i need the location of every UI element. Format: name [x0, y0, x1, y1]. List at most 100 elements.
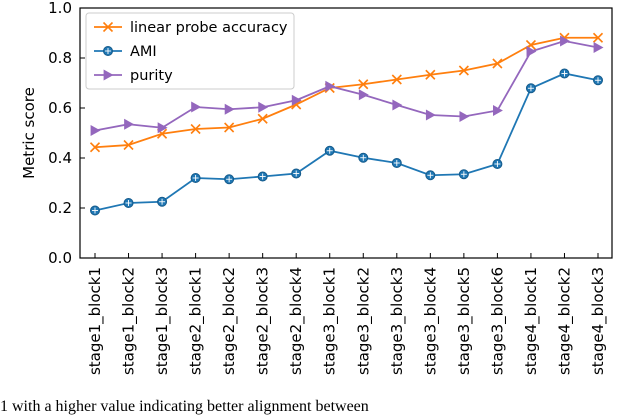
circle-marker	[593, 75, 603, 86]
x-marker	[592, 32, 604, 43]
x-marker	[425, 69, 436, 80]
legend-entry: purity	[94, 68, 173, 84]
x-tick-label: stage3_block2	[354, 267, 373, 375]
x-marker-stroke	[224, 122, 235, 133]
x-tick-label: stage3_block4	[421, 267, 440, 375]
x-tick-label: stage1_block1	[86, 267, 105, 375]
circle-marker	[123, 198, 134, 208]
x-tick-label: stage3_block1	[321, 267, 340, 375]
plot-frame	[79, 7, 613, 259]
circle-marker	[525, 83, 536, 94]
legend-box	[85, 12, 295, 90]
x-marker-stroke	[358, 79, 369, 90]
x-marker	[190, 123, 201, 135]
x-marker-stroke	[102, 21, 114, 33]
triangle-marker	[124, 118, 135, 130]
x-marker-stroke	[492, 58, 503, 69]
legend-label: AMI	[130, 44, 157, 60]
y-axis-label: Metric score	[20, 87, 38, 179]
triangle-marker	[459, 111, 470, 122]
x-marker	[458, 65, 469, 76]
y-tick-label: 0.6	[48, 99, 72, 117]
triangle-marker	[258, 101, 269, 113]
triangle-marker	[325, 80, 336, 92]
x-marker-stroke	[190, 123, 201, 135]
series-purity	[90, 35, 604, 136]
legend-entry: linear probe accuracy	[94, 20, 288, 36]
circle-marker	[358, 152, 369, 163]
circle-marker	[458, 169, 469, 180]
x-marker	[492, 58, 503, 69]
triangle-marker	[358, 89, 369, 101]
x-marker	[391, 74, 402, 85]
triangle-marker	[157, 122, 168, 134]
x-tick-label: stage4_block1	[522, 267, 541, 375]
x-marker	[358, 79, 369, 90]
legend-label: purity	[130, 68, 173, 84]
x-marker	[102, 21, 114, 33]
circle-marker	[291, 168, 302, 179]
series-line	[94, 36, 598, 149]
x-marker	[123, 139, 134, 151]
circle-marker	[391, 158, 402, 168]
x-tick-label: stage3_block5	[455, 267, 474, 375]
x-marker-stroke	[257, 113, 268, 124]
triangle-marker	[224, 103, 235, 115]
axes: 0.0 0.2 0.4 0.6 0.8 1.0 stage1_block1 stage1_bl…	[48, 0, 613, 375]
series-line	[94, 72, 599, 212]
x-marker-stroke	[123, 139, 134, 151]
circle-marker	[224, 174, 235, 185]
triangle-marker	[103, 69, 114, 81]
triangle-marker	[191, 101, 202, 113]
x-marker-stroke	[89, 142, 101, 153]
x-marker	[257, 113, 268, 124]
circle-marker	[324, 145, 335, 156]
circle-marker	[103, 46, 113, 56]
legend-label: linear probe accuracy	[130, 20, 288, 36]
triangle-marker	[560, 35, 570, 47]
circle-marker	[257, 171, 268, 182]
x-marker	[89, 142, 101, 153]
triangle-marker	[493, 105, 503, 116]
triangle-marker	[526, 46, 537, 57]
x-marker-stroke	[391, 74, 402, 85]
circle-marker	[425, 170, 436, 181]
legend: linear probe accuracy AMI purity	[85, 12, 295, 90]
triangle-marker	[90, 125, 101, 136]
circle-marker	[190, 173, 201, 183]
circle-marker	[90, 205, 100, 216]
x-tick-label: stage4_block3	[589, 267, 608, 375]
x-tick-label: stage4_block2	[555, 267, 574, 375]
figure-caption-fragment: 1 with a higher value indicating better …	[0, 398, 369, 415]
legend-entry: AMI	[94, 44, 157, 60]
triangle-marker	[425, 109, 436, 121]
y-tick-label: 0.0	[48, 249, 72, 267]
x-tick-label: stage1_block3	[153, 267, 172, 375]
x-tick-label: stage3_block6	[488, 267, 507, 375]
x-marker-stroke	[157, 128, 168, 139]
x-tick-label: stage1_block2	[120, 267, 139, 375]
x-marker	[224, 122, 235, 133]
y-tick-label: 0.8	[48, 49, 72, 67]
triangle-marker	[291, 94, 302, 106]
x-tick-label: stage2_block3	[254, 267, 273, 375]
x-marker-stroke	[425, 69, 436, 80]
x-tick-label: stage2_block4	[287, 267, 306, 375]
y-tick-label: 0.4	[48, 149, 72, 167]
line-chart: 0.0 0.2 0.4 0.6 0.8 1.0 stage1_block1 stage1_bl…	[20, 0, 613, 375]
chart-marks	[89, 32, 604, 216]
x-marker-stroke	[458, 65, 469, 76]
circle-marker	[492, 159, 503, 169]
x-tick-label: stage2_block1	[187, 267, 206, 375]
series-line	[94, 40, 599, 132]
y-tick-label: 0.2	[48, 199, 72, 217]
x-tick-label: stage3_block3	[388, 267, 407, 375]
series-AMI	[90, 68, 603, 216]
circle-marker	[559, 68, 570, 79]
triangle-marker	[392, 99, 403, 111]
triangle-marker	[593, 42, 604, 53]
x-marker-stroke	[592, 32, 604, 43]
x-tick-label: stage2_block2	[220, 267, 239, 375]
y-tick-label: 1.0	[48, 0, 72, 17]
circle-marker	[157, 196, 168, 207]
